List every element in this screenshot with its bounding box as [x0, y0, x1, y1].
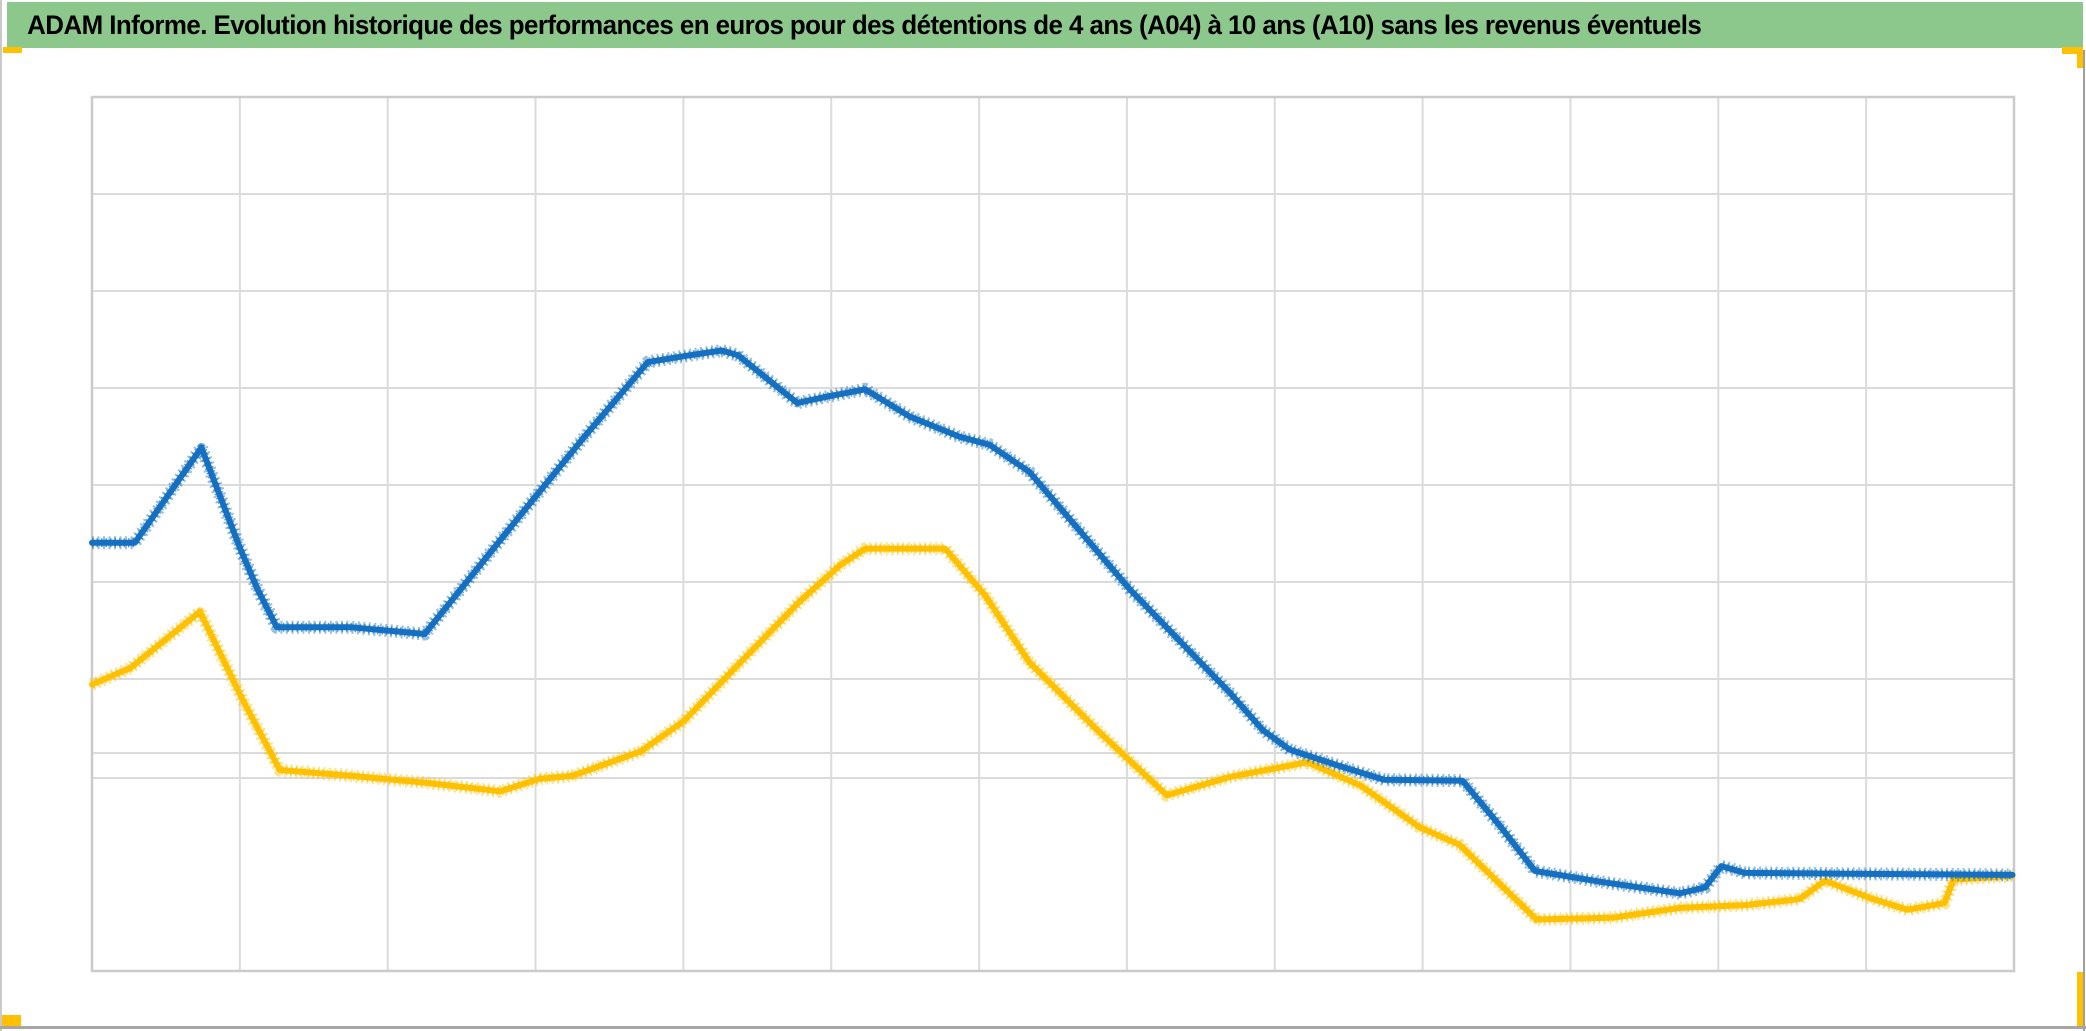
- corner-accent-top-right: [2062, 47, 2083, 54]
- header-bar: ADAM Informe. Evolution historique des p…: [7, 2, 2083, 48]
- corner-accent-top-left: [3, 47, 22, 53]
- corner-accent-top-right-vertical: [2077, 47, 2083, 68]
- gridlines: [91, 96, 2015, 971]
- window-right-border: [2083, 50, 2085, 1031]
- plot-border: [90, 95, 2016, 973]
- series_blue: [89, 344, 2016, 900]
- corner-accent-bottom-left: [0, 1015, 21, 1026]
- window-bottom-border: [0, 1026, 2086, 1029]
- page-title: ADAM Informe. Evolution historique des p…: [27, 9, 1702, 40]
- window-left-border: [0, 0, 2, 1031]
- series_yellow: [89, 542, 2016, 926]
- corner-accent-bottom-right: [2077, 972, 2083, 1026]
